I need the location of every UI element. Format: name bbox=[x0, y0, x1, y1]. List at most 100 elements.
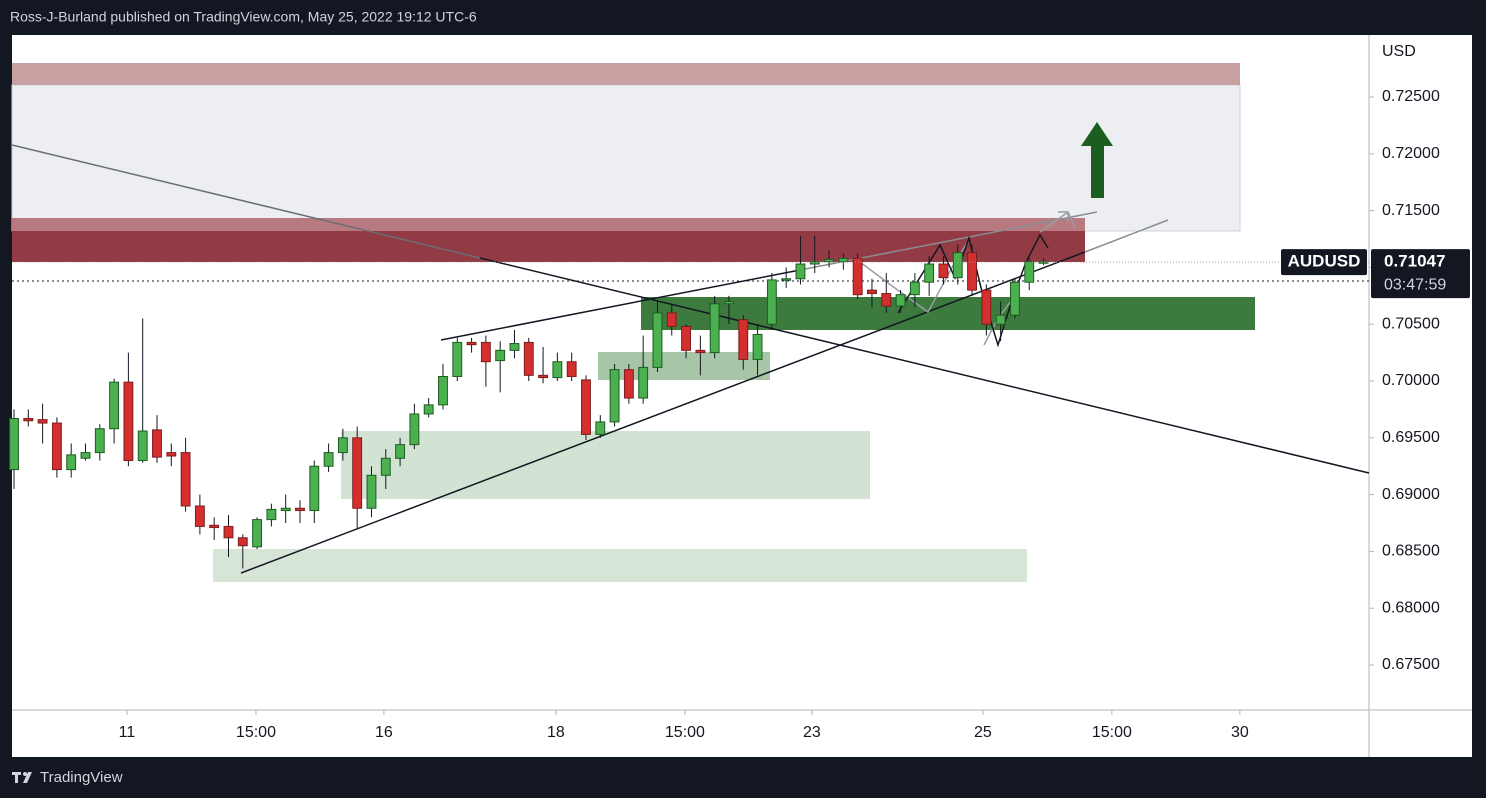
candle-body bbox=[295, 507, 305, 512]
x-tick-label: 15:00 bbox=[1092, 724, 1132, 741]
candle-body bbox=[552, 361, 563, 379]
footer-brand: TradingView bbox=[40, 769, 123, 786]
arrow-drawing bbox=[1058, 211, 1069, 222]
candle-body bbox=[538, 374, 549, 379]
candle-body bbox=[480, 341, 491, 363]
candle-body bbox=[709, 303, 720, 354]
candle-body bbox=[566, 361, 577, 377]
candle-body bbox=[409, 413, 420, 446]
candle-body bbox=[981, 289, 992, 325]
candle-body bbox=[924, 263, 935, 283]
candle-body bbox=[266, 508, 277, 521]
resistance-band-dark bbox=[12, 231, 1085, 262]
candle-body bbox=[1038, 261, 1049, 264]
y-tick-label: 0.72500 bbox=[1382, 88, 1440, 105]
candle-body bbox=[967, 252, 977, 291]
candle-body bbox=[809, 261, 820, 265]
y-tick-label: 0.71500 bbox=[1382, 202, 1440, 219]
x-tick-label: 25 bbox=[974, 724, 992, 741]
candle-body bbox=[452, 341, 463, 377]
candle-body bbox=[80, 452, 91, 459]
candle-body bbox=[738, 319, 749, 360]
candle-body bbox=[395, 444, 406, 459]
candle-body bbox=[581, 379, 591, 435]
candle-body bbox=[180, 452, 191, 507]
logo-part bbox=[23, 772, 32, 783]
candle-body bbox=[352, 437, 363, 509]
candle-body bbox=[838, 257, 849, 263]
candle-body bbox=[280, 507, 291, 512]
candle-body bbox=[895, 294, 906, 307]
y-tick-label: 0.72000 bbox=[1382, 145, 1440, 162]
candle-body bbox=[867, 289, 877, 295]
logo-part bbox=[23, 772, 27, 776]
candle-body bbox=[194, 505, 205, 527]
candle-body bbox=[51, 422, 62, 471]
last-price-label: 0.71047 bbox=[1384, 252, 1445, 271]
x-tick-label: 11 bbox=[119, 724, 136, 741]
y-tick-label: 0.67500 bbox=[1382, 656, 1440, 673]
price-badge bbox=[1371, 249, 1470, 299]
candle-body bbox=[852, 257, 863, 296]
candle-body bbox=[766, 279, 777, 325]
candle-body bbox=[366, 474, 377, 509]
support-zone-light bbox=[341, 431, 870, 499]
candle-body bbox=[323, 452, 334, 467]
candle-body bbox=[638, 366, 649, 399]
candle-body bbox=[380, 457, 391, 476]
resistance-band bbox=[12, 63, 1240, 85]
up-arrow-head bbox=[1081, 122, 1113, 146]
candle-body bbox=[724, 301, 734, 305]
trend-line bbox=[11, 144, 481, 259]
trend-line bbox=[240, 251, 1086, 574]
candle-body bbox=[152, 429, 162, 458]
candle-body bbox=[952, 252, 963, 279]
candle-body bbox=[495, 349, 506, 362]
candle-body bbox=[66, 454, 77, 471]
trend-line bbox=[440, 269, 801, 341]
resistance-band-overlap bbox=[12, 218, 1085, 231]
candle-body bbox=[938, 263, 949, 279]
drawings bbox=[11, 63, 1370, 582]
candle-body bbox=[237, 537, 248, 547]
candles bbox=[9, 235, 1049, 569]
trend-line bbox=[1084, 219, 1169, 253]
publisher-header: Ross-J-Burland published on TradingView.… bbox=[10, 9, 477, 25]
candle-body bbox=[23, 418, 34, 422]
currency-label: USD bbox=[1382, 43, 1416, 60]
y-tick-label: 0.69500 bbox=[1382, 429, 1440, 446]
candle-body bbox=[309, 465, 320, 512]
candle-body bbox=[609, 369, 620, 423]
candle-body bbox=[137, 430, 148, 462]
candle-body bbox=[523, 341, 534, 376]
y-tick-label: 0.69000 bbox=[1382, 486, 1440, 503]
x-tick-label: 30 bbox=[1231, 724, 1249, 741]
candle-body bbox=[223, 525, 234, 539]
candle-body bbox=[652, 312, 663, 368]
candle-body bbox=[595, 421, 606, 435]
y-tick-label: 0.70500 bbox=[1382, 315, 1440, 332]
y-tick-label: 0.70000 bbox=[1382, 372, 1440, 389]
candle-body bbox=[423, 404, 434, 415]
candle-body bbox=[123, 381, 134, 462]
supply-zone bbox=[11, 84, 1241, 232]
candle-body bbox=[438, 375, 448, 406]
x-tick-label: 16 bbox=[375, 724, 393, 741]
x-tick-label: 15:00 bbox=[236, 724, 276, 741]
candle-body bbox=[337, 437, 348, 454]
candle-body bbox=[666, 312, 677, 327]
candle-body bbox=[681, 325, 692, 351]
candle-body bbox=[623, 369, 634, 399]
y-tick-label: 0.68500 bbox=[1382, 543, 1440, 560]
candle-body bbox=[1010, 281, 1020, 316]
candle-body bbox=[824, 258, 834, 263]
candle-body bbox=[466, 341, 477, 346]
logo-part bbox=[15, 772, 18, 783]
x-tick-label: 15:00 bbox=[665, 724, 705, 741]
trend-line bbox=[479, 257, 1370, 474]
up-arrow-shaft bbox=[1091, 142, 1104, 198]
candle-body bbox=[1024, 261, 1035, 283]
trend-line bbox=[799, 211, 1098, 271]
